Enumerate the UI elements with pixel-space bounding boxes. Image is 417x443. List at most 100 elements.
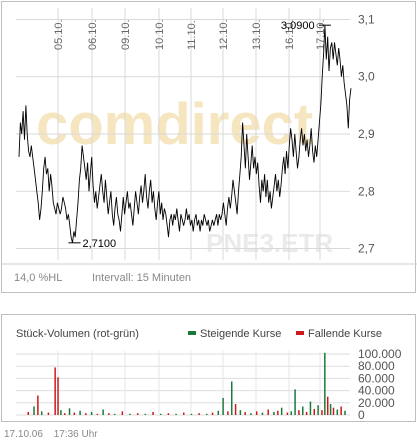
volume-bar [159,413,162,415]
volume-bar [329,404,332,415]
volume-bar [102,409,104,415]
volume-bar [57,377,59,415]
volume-bar [90,411,93,415]
volume-bar [60,410,62,415]
high-annotation: 3,0900 [281,20,315,32]
volume-bar [239,410,242,415]
volume-bar [167,413,170,415]
x-tick-label: 10.10. [154,19,166,50]
volume-bar [234,404,237,415]
volume-bar [321,410,323,415]
volume-bar [255,411,258,415]
volume-bar [326,396,329,415]
volume-bar [40,411,43,415]
volume-bar [206,413,208,415]
volume-bar [47,412,50,415]
watermark-symbol: PNE3.ETR [206,228,333,258]
volume-bar [85,413,87,415]
volume-bar [175,413,177,415]
x-tick-label: 11.10. [186,20,198,50]
y-tick-label: 2,9 [358,127,375,141]
volume-bar [344,410,346,415]
volume-bar [298,410,300,415]
volume-bar [79,410,81,415]
interval-label: Intervall: 15 Minuten [92,272,191,284]
legend-down-swatch [296,331,304,335]
volume-bar [286,412,289,415]
price-chart: comdirect PNE3.ETR 3,1 3,0 2,9 2,8 2,7 05.10. 06… [2,8,417,284]
legend-up-label: Steigende Kurse [200,328,281,340]
y-tick-label: 3,0 [358,70,375,84]
volume-bar [302,406,304,415]
volume-y-tick-label: 100.000 [358,347,402,361]
volume-chart: Stück-Volumen (rot-grün) Steigende Kurse F… [16,328,402,422]
volume-bar [96,413,99,415]
volume-bar [211,412,214,415]
volume-bar [277,410,279,415]
watermark-logo: comdirect [36,92,313,157]
volume-bar [261,412,264,415]
volume-y-tick-label: 40.000 [358,384,395,398]
volume-bar [336,409,339,415]
legend-up-swatch [188,331,196,335]
volume-bar [73,412,76,415]
volume-y-tick-label: 20.000 [358,396,395,410]
volume-bar [273,411,275,415]
volume-bar [121,411,124,415]
volume-y-tick-label: 60.000 [358,371,395,385]
x-tick-label: 06.10. [87,19,99,50]
volume-bar [54,367,56,415]
volume-bar [280,407,283,415]
low-annotation: 2,7100 [83,238,117,250]
volume-bar [250,413,252,415]
volume-bar [222,397,224,415]
volume-bar [190,413,193,415]
volume-bar [33,406,35,415]
volume-bar [267,409,269,415]
volume-y-tick-label: 80.000 [358,359,395,373]
x-tick-label: 05.10. [53,19,65,50]
volume-bar [317,405,319,415]
footer-time: 17:36 Uhr [53,429,98,440]
volume-bar [129,413,131,415]
volume-chart-panel: Stück-Volumen (rot-grün) Steigende Kurse F… [1,314,416,422]
volume-bar [113,413,116,415]
volume-bar [230,381,233,415]
y-tick-label: 2,8 [358,184,375,198]
volume-title: Stück-Volumen (rot-grün) [16,328,139,340]
volume-bar [305,411,308,415]
volume-bar [290,411,292,415]
volume-bar [27,411,30,415]
legend-down-label: Fallende Kurse [308,328,382,340]
volume-bar [68,408,71,415]
volume-bar [332,407,335,415]
footer: 17.10.06 17:36 Uhr [4,429,106,440]
x-tick-label: 12.10. [218,19,230,50]
y-tick-label: 3,1 [358,12,375,26]
volume-bar [136,413,139,415]
footer-date: 17.10.06 [4,429,43,440]
volume-y-tick-label: 0 [358,408,365,422]
volume-bar [340,406,342,415]
y-tick-label: 2,7 [358,242,375,256]
volume-bar [309,401,312,415]
volume-bar [63,413,66,415]
volume-bar [313,408,316,415]
volume-bar [108,413,110,415]
volume-bar [217,410,220,415]
price-chart-panel: comdirect PNE3.ETR 3,1 3,0 2,9 2,8 2,7 05.10. 06… [1,1,417,293]
volume-bar [183,412,185,415]
highlow-label: 14,0 %HL [14,272,62,284]
volume-bar [227,411,229,415]
volume-bar [294,389,296,415]
volume-bar [244,411,246,415]
x-tick-label: 09.10. [120,19,132,50]
volume-bar [144,413,147,415]
price-series-line [18,25,352,243]
volume-bar [198,413,200,415]
x-tick-label: 16.10. [284,19,296,50]
volume-bar [324,352,326,415]
x-tick-label: 13.10. [251,19,263,50]
volume-bar [37,395,39,415]
volume-bar [152,411,154,415]
